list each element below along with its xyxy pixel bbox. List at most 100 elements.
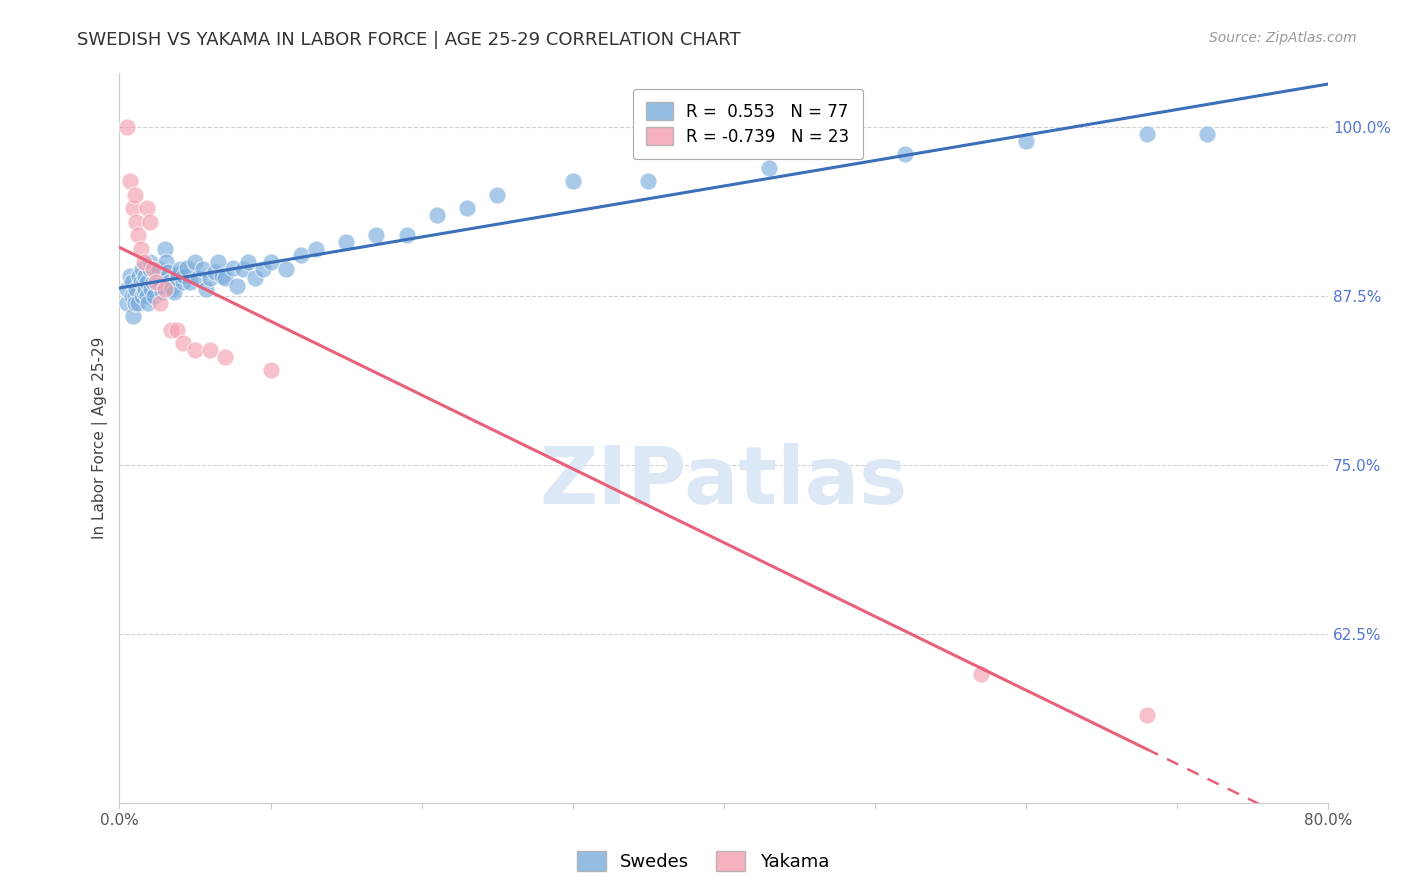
Text: ZIPatlas: ZIPatlas [540, 442, 908, 521]
Point [184, 343, 207, 357]
Point [129, 242, 152, 256]
Point [159, 323, 181, 337]
Point [122, 201, 145, 215]
Point [127, 228, 149, 243]
Point [426, 208, 449, 222]
Point [115, 295, 138, 310]
Point [138, 261, 160, 276]
Point [167, 267, 190, 281]
Point [132, 276, 155, 290]
Point [153, 282, 176, 296]
Point [1015, 134, 1038, 148]
Point [135, 201, 157, 215]
Point [290, 248, 312, 262]
Point [207, 255, 229, 269]
Legend: Swedes, Yakama: Swedes, Yakama [569, 844, 837, 879]
Point [166, 271, 188, 285]
Point [187, 271, 209, 285]
Point [169, 261, 191, 276]
Point [1136, 127, 1159, 141]
Point [259, 363, 281, 377]
Y-axis label: In Labor Force | Age 25-29: In Labor Force | Age 25-29 [93, 336, 108, 539]
Point [179, 276, 201, 290]
Point [142, 261, 165, 276]
Point [366, 228, 388, 243]
Point [456, 201, 478, 215]
Point [115, 282, 138, 296]
Point [142, 276, 165, 290]
Point [305, 242, 328, 256]
Text: SWEDISH VS YAKAMA IN LABOR FORCE | AGE 25-29 CORRELATION CHART: SWEDISH VS YAKAMA IN LABOR FORCE | AGE 2… [77, 31, 741, 49]
Point [395, 228, 418, 243]
Point [159, 279, 181, 293]
Text: Source: ZipAtlas.com: Source: ZipAtlas.com [1209, 31, 1357, 45]
Legend: R =  0.553   N = 77, R = -0.739   N = 23: R = 0.553 N = 77, R = -0.739 N = 23 [633, 88, 863, 160]
Point [211, 268, 233, 283]
Point [149, 295, 172, 310]
Point [124, 289, 146, 303]
Point [125, 214, 148, 228]
Point [127, 295, 149, 310]
Point [198, 343, 221, 357]
Point [166, 323, 188, 337]
Point [149, 279, 172, 293]
Point [157, 276, 180, 290]
Point [145, 271, 167, 285]
Point [124, 187, 146, 202]
Point [176, 260, 198, 275]
Point [128, 268, 150, 283]
Point [146, 266, 169, 280]
Point [135, 289, 157, 303]
Point [148, 261, 170, 276]
Point [121, 276, 143, 290]
Point [143, 289, 166, 303]
Point [162, 282, 184, 296]
Point [134, 282, 156, 296]
Point [132, 255, 155, 269]
Point [155, 255, 177, 269]
Point [138, 214, 160, 228]
Point [214, 271, 236, 285]
Point [969, 667, 991, 681]
Point [121, 289, 143, 303]
Point [637, 174, 659, 188]
Point [222, 260, 245, 275]
Point [486, 187, 509, 202]
Point [1136, 707, 1159, 722]
Point [194, 282, 217, 296]
Point [141, 282, 163, 296]
Point [274, 261, 297, 276]
Point [125, 282, 148, 296]
Point [173, 268, 195, 283]
Point [118, 174, 141, 188]
Point [259, 255, 281, 269]
Point [335, 235, 357, 249]
Point [236, 255, 259, 269]
Point [163, 285, 186, 299]
Point [136, 295, 159, 310]
Point [122, 309, 145, 323]
Point [135, 276, 157, 290]
Point [226, 279, 249, 293]
Point [204, 264, 226, 278]
Point [131, 261, 153, 276]
Point [1197, 127, 1219, 141]
Point [184, 255, 207, 269]
Point [191, 261, 214, 276]
Point [172, 276, 194, 290]
Point [894, 147, 917, 161]
Point [138, 255, 160, 269]
Point [115, 120, 138, 134]
Point [145, 276, 167, 290]
Point [252, 261, 274, 276]
Point [198, 271, 221, 285]
Point [172, 336, 194, 351]
Point [232, 261, 254, 276]
Point [131, 289, 153, 303]
Point [214, 350, 236, 364]
Point [134, 268, 156, 283]
Point [129, 276, 152, 290]
Point [245, 271, 267, 285]
Point [153, 242, 176, 256]
Point [132, 285, 155, 299]
